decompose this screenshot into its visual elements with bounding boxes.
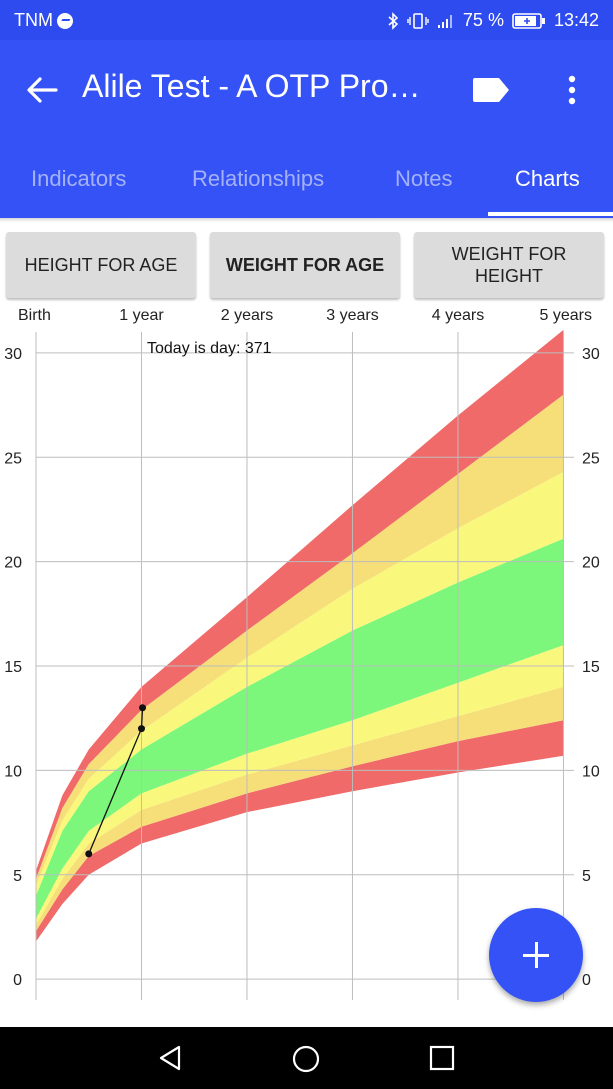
tab-notes[interactable]: Notes [395, 166, 453, 191]
battery-icon [512, 12, 545, 29]
weight-for-height-line2: HEIGHT [474, 266, 543, 286]
recents-icon[interactable] [428, 1044, 456, 1072]
y-tick-left-10: 10 [4, 763, 22, 780]
today-annotation: Today is day: 371 [147, 340, 272, 357]
measurement-point-1 [137, 725, 145, 733]
status-bar: TNM 75 % 13:42 [0, 0, 613, 40]
y-tick-right-0: 0 [582, 972, 591, 989]
x-tick-label-0: Birth [18, 307, 51, 324]
y-tick-left-30: 30 [4, 346, 22, 363]
y-tick-right-5: 5 [582, 868, 591, 885]
y-tick-right-25: 25 [582, 450, 600, 467]
x-tick-label-4: 4 years [432, 307, 484, 324]
app-bar-shadow [0, 218, 613, 222]
x-tick-label-5: 5 years [540, 307, 592, 324]
carrier-name: TNM [14, 10, 53, 30]
active-tab-indicator [488, 212, 613, 216]
weight-for-age-chart: 0 0 5 5 10 10 15 15 20 20 25 25 30 30 Birth 1 year 2 yea… [4, 307, 600, 1000]
back-icon[interactable] [156, 1043, 186, 1073]
band-2 [36, 645, 564, 925]
measurement-point-2 [139, 704, 147, 712]
y-tick-right-10: 10 [582, 763, 600, 780]
tab-relationships[interactable]: Relationships [192, 166, 325, 191]
page-title: Alile Test - A OTP Pro… [82, 68, 421, 104]
home-icon[interactable] [290, 1043, 322, 1075]
tab-bar: Indicators Relationships Notes Charts [0, 156, 613, 218]
signal-icon [437, 14, 452, 28]
y-tick-left-0: 0 [13, 972, 22, 989]
y-tick-right-20: 20 [582, 555, 600, 572]
y-tick-left-25: 25 [4, 450, 22, 467]
band-1 [36, 686, 564, 932]
measurement-point-0 [85, 850, 93, 858]
x-tick-label-2: 2 years [221, 307, 273, 324]
messenger-icon [57, 12, 73, 29]
x-tick-label-1: 1 year [119, 307, 164, 324]
battery-percent: 75 % [462, 10, 504, 30]
band-0 [36, 720, 564, 942]
band-5 [36, 394, 564, 886]
y-tick-left-15: 15 [4, 659, 22, 676]
y-tick-right-15: 15 [582, 659, 600, 676]
height-for-age-button[interactable]: HEIGHT FOR AGE [6, 232, 196, 298]
navigation-bar [0, 1027, 613, 1089]
add-button[interactable] [489, 908, 583, 1002]
x-tick-label-3: 3 years [326, 307, 378, 324]
band-6 [36, 329, 564, 879]
back-arrow-icon[interactable] [24, 72, 60, 108]
weight-for-height-line1: WEIGHT FOR [451, 244, 567, 264]
clock: 13:42 [553, 10, 599, 30]
y-tick-left-5: 5 [13, 868, 22, 885]
tab-indicators[interactable]: Indicators [31, 166, 127, 191]
band-3 [36, 538, 564, 919]
bluetooth-icon [388, 11, 399, 30]
weight-for-height-button[interactable]: WEIGHT FOR HEIGHT [414, 232, 604, 298]
tab-charts[interactable]: Charts [515, 166, 580, 191]
y-tick-left-20: 20 [4, 555, 22, 572]
label-icon[interactable] [470, 75, 512, 105]
weight-for-age-button[interactable]: WEIGHT FOR AGE [210, 232, 400, 298]
more-options-icon[interactable] [560, 72, 584, 108]
vibrate-icon [407, 12, 429, 29]
band-4 [36, 471, 564, 896]
y-tick-right-30: 30 [582, 346, 600, 363]
app-bar: Alile Test - A OTP Pro… Indicators Relat… [0, 40, 613, 218]
